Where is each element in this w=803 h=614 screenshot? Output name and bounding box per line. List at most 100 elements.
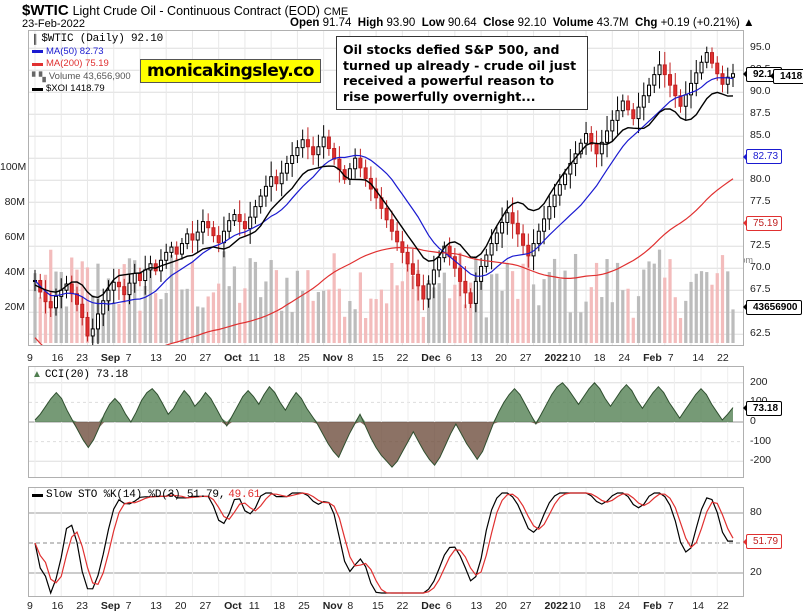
xtick-1-15: 15 [372, 600, 384, 612]
volume-ytick-40M: 40M [4, 265, 25, 278]
xtick-0-24: 24 [618, 352, 631, 364]
xtick-0-6: 6 [445, 352, 452, 364]
price-ytick-72.5: 72.5 [750, 239, 771, 252]
xtick-1-Dec: Dec [421, 600, 441, 612]
high-label: High [357, 17, 384, 29]
volume-bars-icon: ▘▚ [32, 71, 46, 82]
xtick-1-13: 13 [150, 600, 162, 612]
xtick-1-18: 18 [273, 600, 286, 612]
xtick-0-25: 25 [298, 352, 310, 364]
xtick-1-14: 14 [692, 600, 705, 612]
cci-panel [28, 366, 744, 478]
volume-value: 43.7M [596, 17, 629, 29]
xtick-1-13: 13 [470, 600, 483, 612]
price-ytick-67.5: 67.5 [750, 283, 771, 296]
sto-panel [28, 487, 744, 597]
xtick-0-Sep: Sep [100, 352, 121, 364]
xtick-1-24: 24 [618, 600, 631, 612]
chg-up-arrow-icon: ▲ [743, 17, 755, 29]
annotation-text: Oil stocks defied S&P 500, and turned up… [343, 42, 577, 104]
cci-ytick--200: -200 [750, 454, 772, 467]
close-value: 92.10 [517, 17, 547, 29]
watermark-text: monicakingsley.co [147, 61, 315, 81]
xtick-1-6: 6 [445, 600, 452, 612]
xtick-0-20: 20 [495, 352, 507, 364]
xtick-0-15: 15 [372, 352, 384, 364]
xtick-0-Nov: Nov [322, 352, 343, 364]
price-ytick-62.5: 62.5 [750, 327, 771, 340]
sto-tag: 51.79 [742, 534, 783, 550]
price-plot [29, 31, 743, 345]
xtick-1-Feb: Feb [643, 600, 662, 612]
xtick-0-2022: 2022 [544, 352, 568, 364]
sto-legend: Slow STO %K(14) %D(3) 51.79, 49.61 [32, 489, 260, 502]
xtick-0-Dec: Dec [421, 352, 441, 364]
xtick-1-22: 22 [717, 600, 729, 612]
cci-legend: ▲ CCI(20) 73.18 [32, 369, 128, 382]
quote-date: 23-Feb-2022 [22, 18, 85, 30]
legend-ma200: MA(200) 75.19 [46, 58, 109, 69]
xtick-0-14: 14 [692, 352, 705, 364]
legend-sto: Slow STO %K(14) %D(3) 51.79, [46, 489, 226, 501]
ohlc-summary: Open 91.74 High 93.90 Low 90.64 Close 92… [290, 17, 754, 29]
low-value: 90.64 [447, 17, 477, 29]
close-label: Close [483, 17, 515, 29]
xtick-1-2022: 2022 [544, 600, 568, 612]
xtick-1-8: 8 [347, 600, 354, 612]
xtick-0-13: 13 [470, 352, 483, 364]
legend-cci: CCI(20) 73.18 [44, 369, 129, 381]
legend-sto-d: 49.61 [228, 489, 261, 501]
annotation-textbox: Oil stocks defied S&P 500, and turned up… [336, 36, 588, 110]
open-label: Open [290, 17, 320, 29]
sto-swatch-icon [32, 493, 43, 497]
exchange-label: CME [323, 6, 349, 18]
xtick-0-7: 7 [667, 352, 674, 364]
xtick-0-22: 22 [717, 352, 729, 364]
legend-volume: Volume 43,656,900 [48, 70, 131, 82]
xtick-0-8: 8 [347, 352, 354, 364]
ma50-tag: 82.73 [742, 149, 783, 165]
sto-plot [29, 488, 743, 596]
xtick-1-Sep: Sep [100, 600, 121, 612]
xtick-1-20: 20 [495, 600, 507, 612]
cci-plot [29, 367, 743, 477]
candle-icon: ║ [32, 34, 39, 44]
volume-ytick-100M: 100M [0, 160, 27, 173]
xtick-0-7: 7 [125, 352, 132, 364]
volume-ytick-60M: 60M [4, 230, 25, 243]
price-ytick-95.0: 95.0 [750, 41, 771, 54]
xtick-1-16: 16 [51, 600, 64, 612]
xtick-1-20: 20 [174, 600, 187, 612]
xtick-0-27: 27 [519, 352, 532, 364]
price-ytick-80.0: 80.0 [750, 173, 771, 186]
xtick-0-18: 18 [593, 352, 606, 364]
xtick-1-27: 27 [199, 600, 212, 612]
xtick-0-20: 20 [174, 352, 187, 364]
sto-ytick-80: 80 [750, 506, 762, 518]
legend-wtic: $WTIC (Daily) 92.10 [41, 33, 164, 45]
xtick-1-9: 9 [27, 600, 33, 612]
price-ytick-87.5: 87.5 [750, 107, 771, 120]
volume-label: Volume [552, 17, 594, 29]
chart-header: $WTIC Light Crude Oil - Continuous Contr… [0, 0, 803, 30]
cci-ytick-0: 0 [750, 415, 756, 427]
symbol-ticker: $WTIC [22, 2, 69, 19]
xtick-0-23: 23 [76, 352, 88, 364]
xtick-0-11: 11 [248, 352, 260, 364]
xtick-1-18: 18 [593, 600, 606, 612]
ma200-tag: 75.19 [742, 215, 783, 231]
volume-tag: 43656900 [743, 299, 802, 315]
chg-value: +0.19 (+0.21%) [660, 17, 740, 29]
xtick-0-Feb: Feb [643, 352, 662, 364]
cci-ytick--100: -100 [750, 434, 772, 447]
xtick-0-27: 27 [199, 352, 212, 364]
legend-ma50: MA(50) 82.73 [46, 45, 104, 57]
price-ytick-90.0: 90.0 [750, 85, 771, 98]
cci-area-icon: ▲ [32, 369, 42, 380]
xtick-1-11: 11 [248, 600, 260, 612]
xtick-0-13: 13 [150, 352, 162, 364]
ma200-swatch-icon [32, 62, 43, 66]
xtick-0-16: 16 [51, 352, 64, 364]
xtick-0-9: 9 [27, 352, 33, 364]
volume-ytick-80M: 80M [4, 195, 25, 208]
